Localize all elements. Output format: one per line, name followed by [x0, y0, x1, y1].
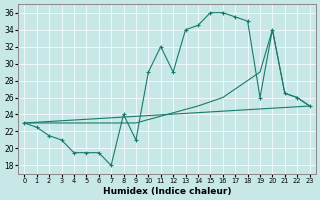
X-axis label: Humidex (Indice chaleur): Humidex (Indice chaleur) — [103, 187, 231, 196]
